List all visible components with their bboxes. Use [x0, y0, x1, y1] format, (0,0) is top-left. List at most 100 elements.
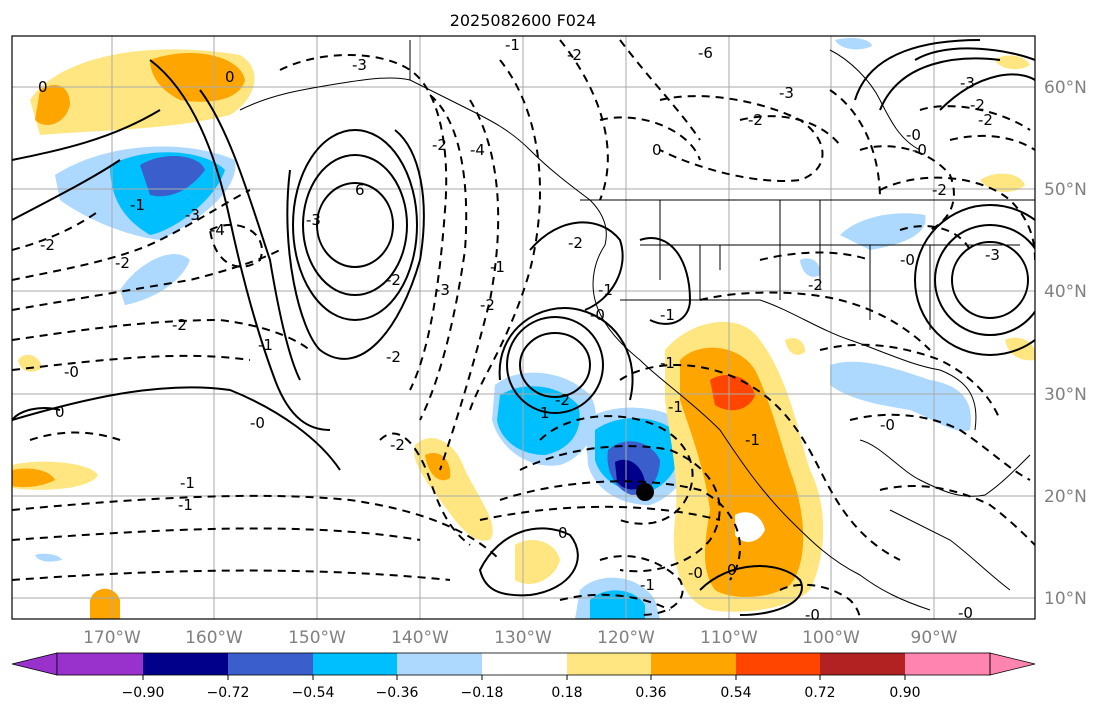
shade-orange-sw — [12, 468, 55, 488]
contour-label: -3 — [779, 84, 794, 102]
lat-tick-label: 40°N — [1044, 282, 1087, 302]
contour-label: -0 — [958, 604, 973, 622]
contour-label: 0 — [55, 403, 65, 421]
contour-label: -2 — [808, 276, 823, 294]
contour-label: -0 — [912, 141, 927, 159]
colorbar-segment — [482, 653, 567, 675]
shade-red-mexico — [710, 375, 755, 411]
lon-tick-label: 160°W — [185, 628, 243, 648]
contour-label: 0 — [225, 68, 235, 86]
graticule — [12, 36, 1035, 619]
contour-label: -1 — [258, 336, 273, 354]
shade-orange-nw2 — [35, 85, 70, 125]
shade-lightblue-top — [835, 38, 872, 50]
contour-label: 0 — [727, 561, 737, 579]
colorbar-tick-label: −0.54 — [292, 685, 335, 701]
colorbar-segment — [57, 653, 143, 675]
lon-tick-label: 130°W — [494, 628, 552, 648]
contour-label: -0 — [688, 564, 703, 582]
contour-label: -0 — [805, 606, 820, 624]
colorbar-extend-high — [989, 652, 1036, 676]
map-panel: -3 -1 -2 -6 -3 -2 -4 -2 0 -3 -2 -2 -0 -2… — [11, 35, 1036, 624]
shade-yellow-texas — [785, 338, 805, 355]
contour-label: -2 — [390, 436, 405, 454]
contour-label: -1 — [668, 398, 683, 416]
contour-label: -2 — [115, 254, 130, 272]
shade-yellow-top-right — [995, 55, 1030, 70]
contour-label: -2 — [40, 236, 55, 254]
shade-navy-center — [615, 459, 645, 490]
contours-positive — [12, 39, 1035, 616]
contour-label: -3 — [185, 206, 200, 224]
shade-yellow-mid2 — [515, 540, 560, 584]
contour-label: -1 — [130, 196, 145, 214]
colorbar-segment — [143, 653, 228, 675]
colorbar-extend-low — [11, 652, 58, 676]
shade-yellow-bottom-left — [90, 588, 120, 619]
colorbar-segment — [397, 653, 482, 675]
contour-label: -2 — [386, 348, 401, 366]
shade-white-hole — [735, 512, 765, 542]
colorbar-tick-label: 0.54 — [720, 685, 751, 701]
coastlines — [239, 40, 1035, 611]
contour-label: -2 — [568, 234, 583, 252]
contour-label: 0 — [558, 524, 568, 542]
contour-label: -3 — [960, 74, 975, 92]
contour-label: -1 — [745, 431, 760, 449]
contour-label: -6 — [698, 44, 713, 62]
lon-tick-label: 120°W — [597, 628, 655, 648]
contour-label: -1 — [598, 281, 613, 299]
colorbar-tick-label: 0.72 — [804, 685, 835, 701]
contour-label: -1 — [180, 474, 195, 492]
shade-yellow-small — [18, 354, 42, 372]
contour-label: -0 — [250, 414, 265, 432]
lon-tick-label: 150°W — [288, 628, 346, 648]
lat-tick-label: 30°N — [1044, 385, 1087, 405]
contour-label: -2 — [172, 316, 187, 334]
colorbar-segment — [820, 653, 905, 675]
contour-label: -3 — [306, 211, 321, 229]
lat-tick-label: 50°N — [1044, 180, 1087, 200]
shade-orange-nw1 — [150, 52, 245, 102]
contour-label: -0 — [590, 306, 605, 324]
longitude-axis: 170°W 160°W 150°W 140°W 130°W 120°W 110°… — [83, 628, 958, 648]
contour-label: -1 — [640, 576, 655, 594]
map-frame — [11, 35, 1036, 620]
contour-label: 6 — [355, 181, 365, 199]
contour-label: -1 — [660, 354, 675, 372]
contour-label: 0 — [38, 78, 48, 96]
contour-label: -4 — [210, 221, 225, 239]
lat-tick-label: 10°N — [1044, 589, 1087, 609]
contours-negative — [12, 39, 1035, 619]
contour-label: 1 — [540, 404, 550, 422]
lat-tick-label: 20°N — [1044, 487, 1087, 507]
shade-blue-w — [140, 155, 205, 197]
contour-labels: -3 -1 -2 -6 -3 -2 -4 -2 0 -3 -2 -2 -0 -2… — [38, 36, 1000, 624]
contour-label: -0 — [880, 416, 895, 434]
contour-label: 0 — [652, 141, 662, 159]
colorbar-tick-label: −0.36 — [376, 685, 419, 701]
colorbar-tick-label: −0.72 — [207, 685, 250, 701]
contour-label: -0 — [900, 251, 915, 269]
shade-lightblue-ne — [840, 213, 926, 250]
shade-yellow-ne — [980, 173, 1025, 192]
lon-tick-label: 140°W — [391, 628, 449, 648]
colorbar-tick-label: −0.90 — [122, 685, 165, 701]
contour-label: -2 — [567, 46, 582, 64]
colorbar: −0.90 −0.72 −0.54 −0.36 −0.18 0.18 0.36 … — [11, 652, 1036, 701]
contour-label: -2 — [932, 181, 947, 199]
shade-lightblue-gulf — [830, 361, 971, 431]
colorbar-segment — [736, 653, 820, 675]
contour-label: -1 — [505, 36, 520, 54]
colorbar-segment — [313, 653, 397, 675]
lon-tick-label: 170°W — [83, 628, 141, 648]
colorbar-tick-label: −0.18 — [461, 685, 504, 701]
colorbar-segment — [651, 653, 736, 675]
lat-tick-label: 60°N — [1044, 78, 1087, 98]
contour-label: -2 — [978, 111, 993, 129]
colorbar-segment — [228, 653, 313, 675]
contour-label: -2 — [432, 136, 447, 154]
contour-label: -3 — [435, 281, 450, 299]
contour-label: -3 — [985, 246, 1000, 264]
